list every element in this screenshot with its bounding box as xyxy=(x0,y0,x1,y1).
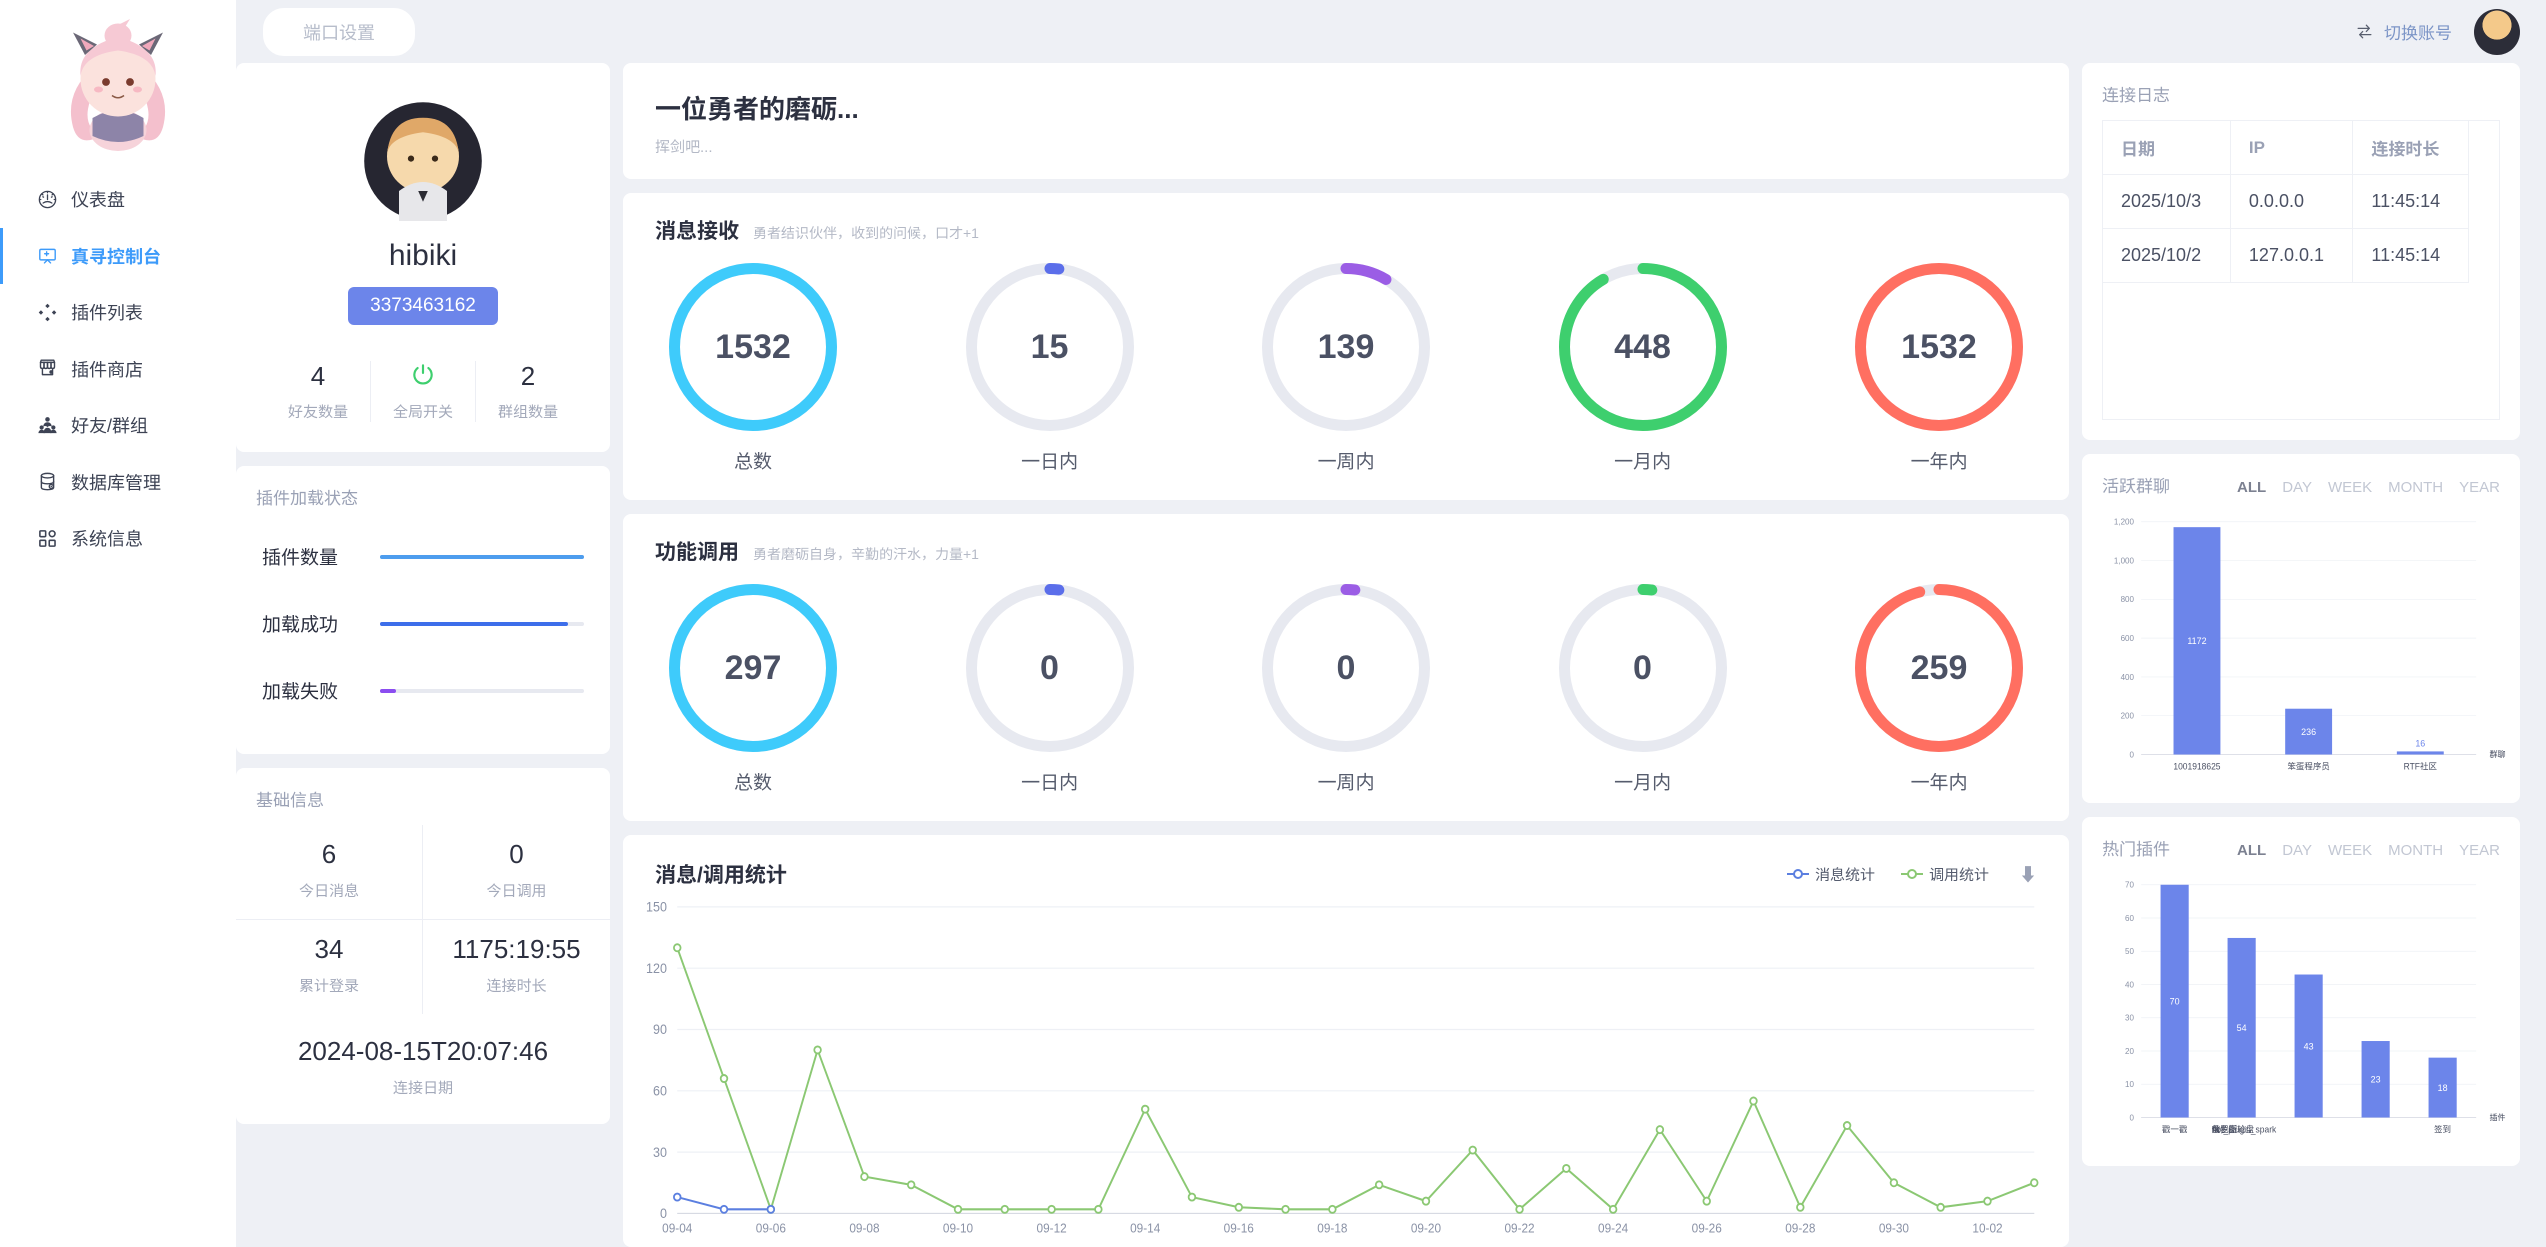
svg-text:09-26: 09-26 xyxy=(1692,1221,1722,1235)
svg-text:插件: 插件 xyxy=(2490,1112,2506,1122)
svg-text:50: 50 xyxy=(2125,946,2134,956)
svg-text:1172: 1172 xyxy=(2187,636,2206,646)
svg-text:600: 600 xyxy=(2121,633,2135,643)
svg-text:30: 30 xyxy=(2125,1012,2134,1022)
svg-text:0: 0 xyxy=(2130,749,2135,759)
svg-text:16: 16 xyxy=(2415,738,2425,748)
svg-text:150: 150 xyxy=(646,899,667,914)
svg-text:09-12: 09-12 xyxy=(1037,1221,1067,1235)
svg-text:09-20: 09-20 xyxy=(1411,1221,1441,1235)
svg-text:戳一戳: 戳一戳 xyxy=(2162,1124,2188,1134)
svg-text:09-24: 09-24 xyxy=(1598,1221,1628,1235)
svg-text:70: 70 xyxy=(2125,879,2134,889)
svg-text:400: 400 xyxy=(2121,672,2135,682)
svg-text:09-16: 09-16 xyxy=(1224,1221,1254,1235)
svg-text:角色图: 角色图 xyxy=(2212,1124,2238,1134)
svg-text:200: 200 xyxy=(2121,710,2135,720)
svg-text:笨蛋程序员: 笨蛋程序员 xyxy=(2287,761,2330,771)
svg-text:09-22: 09-22 xyxy=(1504,1221,1534,1235)
svg-text:236: 236 xyxy=(2301,727,2316,737)
svg-text:09-14: 09-14 xyxy=(1130,1221,1160,1235)
svg-text:1001918625: 1001918625 xyxy=(2173,761,2220,771)
svg-text:30: 30 xyxy=(653,1144,667,1159)
svg-text:120: 120 xyxy=(646,961,667,976)
svg-text:签到: 签到 xyxy=(2434,1124,2451,1134)
svg-text:0: 0 xyxy=(660,1206,667,1221)
svg-text:RTF社区: RTF社区 xyxy=(2404,761,2438,771)
svg-text:09-28: 09-28 xyxy=(1785,1221,1815,1235)
svg-text:60: 60 xyxy=(2125,913,2134,923)
svg-text:20: 20 xyxy=(2125,1046,2134,1056)
svg-text:40: 40 xyxy=(2125,979,2134,989)
svg-text:09-08: 09-08 xyxy=(849,1221,879,1235)
svg-text:18: 18 xyxy=(2438,1083,2448,1093)
svg-text:70: 70 xyxy=(2170,996,2180,1006)
svg-text:群聊: 群聊 xyxy=(2490,749,2506,759)
svg-text:54: 54 xyxy=(2237,1023,2247,1033)
svg-text:1,200: 1,200 xyxy=(2114,516,2134,526)
svg-text:43: 43 xyxy=(2304,1041,2314,1051)
svg-text:60: 60 xyxy=(653,1083,667,1098)
svg-text:10: 10 xyxy=(2125,1079,2134,1089)
svg-text:0: 0 xyxy=(2130,1112,2135,1122)
svg-text:23: 23 xyxy=(2371,1074,2381,1084)
svg-text:09-10: 09-10 xyxy=(943,1221,973,1235)
svg-text:09-18: 09-18 xyxy=(1317,1221,1347,1235)
svg-text:90: 90 xyxy=(653,1022,667,1037)
svg-text:09-30: 09-30 xyxy=(1879,1221,1909,1235)
svg-text:800: 800 xyxy=(2121,594,2135,604)
svg-text:1,000: 1,000 xyxy=(2114,555,2134,565)
svg-text:10-02: 10-02 xyxy=(1972,1221,2002,1235)
svg-text:09-04: 09-04 xyxy=(662,1221,692,1235)
svg-text:09-06: 09-06 xyxy=(756,1221,786,1235)
